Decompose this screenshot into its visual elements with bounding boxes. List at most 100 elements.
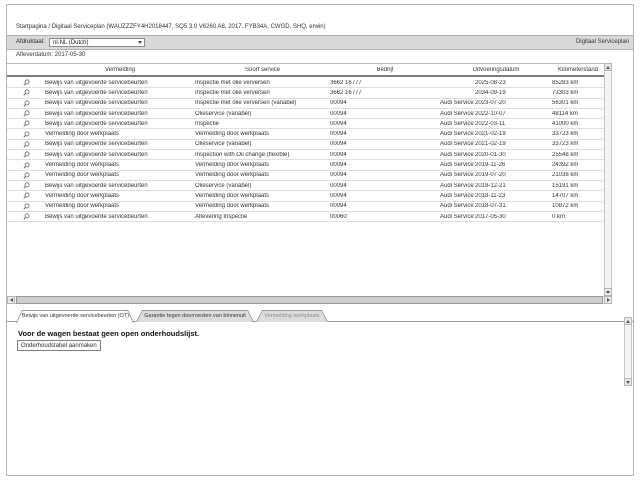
table-body: Bewijs van uitgevoerde servicebeurten Ins… <box>7 78 604 223</box>
row-details-button[interactable] <box>7 203 45 210</box>
table-row: Bewijs van uitgevoerde servicebeurten Ins… <box>7 78 604 89</box>
row-datum: 2023-07-20 <box>475 100 506 107</box>
row-soort-service: Olieservice (variabel) <box>195 141 252 148</box>
header-kilometerstand: Kilometerstand <box>557 66 599 73</box>
row-bedrijf: 00094 <box>330 162 347 169</box>
row-soort-service: Inspectie met olie verversen <box>195 79 270 86</box>
row-soort-service: Vermelding door werkplaats <box>195 162 270 169</box>
tab-face <box>137 311 253 322</box>
row-details-button[interactable] <box>7 141 45 148</box>
scroll-left-button[interactable] <box>7 296 15 304</box>
tab-face <box>257 311 327 322</box>
row-uitvoerder: Audi Service <box>440 213 474 220</box>
row-bedrijf: 3662 16777 <box>330 89 362 96</box>
row-datum: 2019-07-20 <box>475 172 506 179</box>
row-uitvoering: Audi Service 2017-05-30 <box>440 214 552 220</box>
magnifier-icon <box>22 141 30 148</box>
print-language-label: Afdruktaal: <box>16 39 45 45</box>
row-details-button[interactable] <box>7 162 45 169</box>
table-vertical-scrollbar[interactable] <box>604 63 612 296</box>
row-details-button[interactable] <box>7 192 45 200</box>
row-soort-service: Vermelding door werkplaats <box>195 203 270 210</box>
row-kilometerstand: 0 km <box>552 213 566 220</box>
header-soort-service: Soort service <box>244 66 280 73</box>
row-uitvoerder: Audi Service <box>440 100 474 107</box>
row-uitvoering: Audi Service 2018-12-21 <box>440 183 552 189</box>
row-uitvoering: Audi Service 2018-11-23 <box>440 193 552 199</box>
print-language-select[interactable]: nl-NL (Dutch) <box>49 38 145 47</box>
create-maintenance-table-button[interactable]: Onderhoudstabel aanmaken <box>17 340 101 351</box>
table-row: Bewijs van uitgevoerde servicebeurten Ins… <box>7 119 604 130</box>
row-kilometerstand: 73303 km <box>552 89 579 96</box>
tab-vermelding-werkplaats[interactable]: Vermelding werkplaats <box>256 310 328 322</box>
row-vermelding: Bewijs van uitgevoerde servicebeurten <box>45 213 148 220</box>
arrow-up-icon <box>606 65 610 69</box>
row-kilometerstand: 21038 km <box>552 172 579 179</box>
arrow-left-icon <box>9 298 13 302</box>
tab-garantie-doorroesten[interactable]: Garantie tegen doorroesten van binnenuit <box>136 310 254 322</box>
row-details-button[interactable] <box>7 89 45 97</box>
row-vermelding: Vermelding door werkplaats <box>45 192 120 199</box>
row-vermelding: Bewijs van uitgevoerde servicebeurten <box>45 110 148 117</box>
row-kilometerstand: 33723 km <box>552 131 579 138</box>
row-details-button[interactable] <box>7 151 45 158</box>
row-details-button[interactable] <box>7 172 45 179</box>
row-soort-service: Vermelding door werkplaats <box>195 131 270 138</box>
row-vermelding: Bewijs van uitgevoerde servicebeurten <box>45 141 148 148</box>
row-bedrijf: 00094 <box>330 192 347 199</box>
horizontal-scroll-thumb[interactable] <box>16 296 603 304</box>
row-uitvoering: 2034-09-19 <box>440 90 552 96</box>
scroll-up-button[interactable] <box>604 63 612 71</box>
tab-label: Bewijs van uitgevoerde servicebeurten (O… <box>22 313 129 319</box>
row-uitvoerder: Audi Service <box>440 182 474 189</box>
row-details-button[interactable] <box>7 110 45 117</box>
row-uitvoering: Audi Service 2023-07-20 <box>440 100 552 106</box>
magnifier-icon <box>22 172 30 179</box>
row-uitvoerder: Audi Service <box>440 151 474 158</box>
row-details-button[interactable] <box>7 100 45 107</box>
row-uitvoerder: Audi Service <box>440 203 474 210</box>
magnifier-icon <box>22 79 30 86</box>
row-vermelding: Vermelding door werkplaats <box>45 131 120 138</box>
row-kilometerstand: 41000 km <box>552 120 579 127</box>
row-uitvoerder <box>440 80 475 86</box>
magnifier-icon <box>22 100 30 107</box>
row-details-button[interactable] <box>7 79 45 86</box>
row-vermelding: Bewijs van uitgevoerde servicebeurten <box>45 151 148 158</box>
scroll-down-button[interactable] <box>604 288 612 296</box>
row-uitvoerder <box>440 90 475 96</box>
row-bedrijf: 00094 <box>330 131 347 138</box>
row-details-button[interactable] <box>7 131 45 138</box>
row-soort-service: Vermelding door werkplaats <box>195 192 270 199</box>
row-soort-service: Inspection with Oil change (flexible) <box>195 151 290 158</box>
tab-bewijs-servicebeurten[interactable]: Bewijs van uitgevoerde servicebeurten (O… <box>16 310 134 323</box>
arrow-up-icon <box>626 319 630 323</box>
chevron-down-icon <box>138 41 142 44</box>
breadcrumb[interactable]: Startpagina / Digitaal Serviceplan (WAUZ… <box>16 24 326 30</box>
row-soort-service: Olieservice (variabel) <box>195 110 252 117</box>
row-uitvoering: Audi Service 2021-02-19 <box>440 131 552 137</box>
panel-scroll-down-button[interactable] <box>624 378 632 386</box>
panel-scroll-up-button[interactable] <box>624 317 632 325</box>
magnifier-icon <box>22 110 30 117</box>
row-kilometerstand: 25548 km <box>552 151 579 158</box>
row-vermelding: Bewijs van uitgevoerde servicebeurten <box>45 100 148 107</box>
scroll-right-button[interactable] <box>604 296 612 304</box>
row-datum: 2022-10-07 <box>475 110 506 117</box>
row-uitvoerder: Audi Service <box>440 141 474 148</box>
row-details-button[interactable] <box>7 120 45 127</box>
page-frame: Startpagina / Digitaal Serviceplan (WAUZ… <box>6 4 634 476</box>
tab-label: Vermelding werkplaats <box>264 313 320 319</box>
row-uitvoerder: Audi Service <box>440 192 474 199</box>
row-bedrijf: 00094 <box>330 141 347 148</box>
table-row: Bewijs van uitgevoerde servicebeurten Afl… <box>7 212 604 223</box>
panel-vertical-scrollbar[interactable] <box>624 317 632 386</box>
row-details-button[interactable] <box>7 213 45 220</box>
row-uitvoering: Audi Service 2019-07-20 <box>440 172 552 178</box>
row-datum: 2020-01-30 <box>475 151 506 158</box>
header-vermelding: Vermelding <box>104 66 136 73</box>
row-details-button[interactable] <box>7 182 45 189</box>
magnifier-icon <box>22 120 30 127</box>
row-bedrijf: 00094 <box>330 151 347 158</box>
row-soort-service: Inspectie met olie verversen <box>195 89 270 96</box>
